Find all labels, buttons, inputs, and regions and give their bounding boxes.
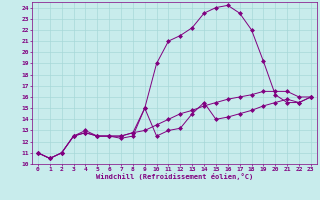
X-axis label: Windchill (Refroidissement éolien,°C): Windchill (Refroidissement éolien,°C) <box>96 173 253 180</box>
